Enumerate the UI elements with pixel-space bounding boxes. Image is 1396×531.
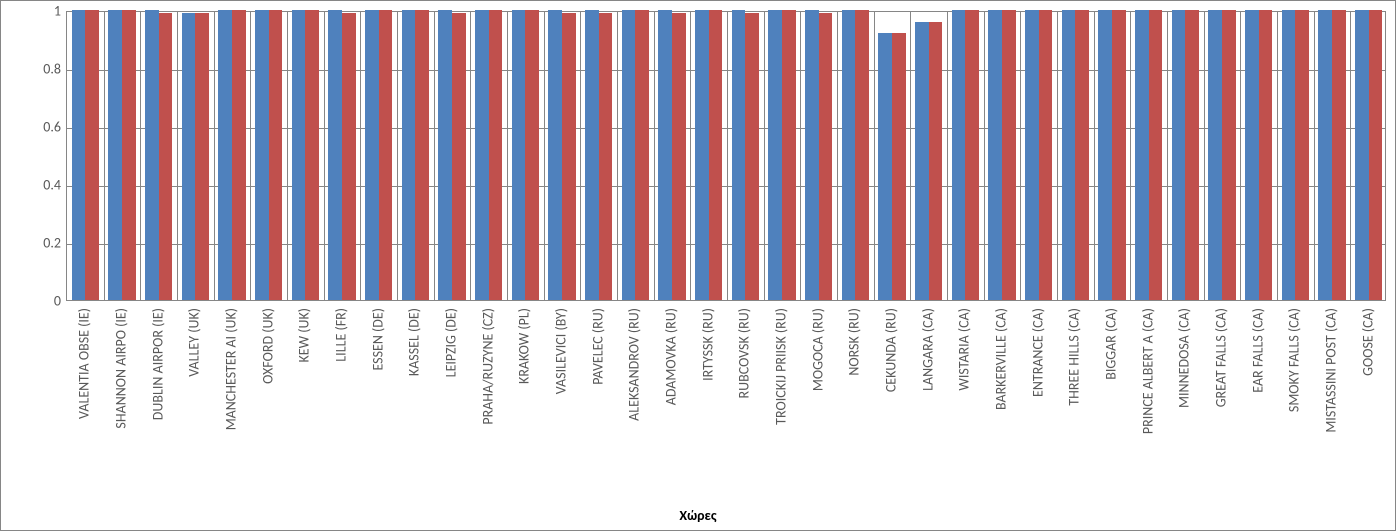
x-tick-label: PRINCE ALBERT A (CA) (1148, 182, 1165, 308)
x-tick-label: VASILEVICI (BY) (561, 222, 578, 308)
bar (475, 10, 489, 300)
x-tick-label: PAVELEC (RU) (598, 231, 615, 308)
x-tick-label: EAR FALLS (CA) (1258, 223, 1275, 308)
x-tick-label: RUBCOVSK (RU) (744, 218, 761, 308)
bar (1135, 10, 1149, 300)
x-tick-label: WISTARIA (CA) (964, 225, 981, 308)
bar (658, 10, 672, 300)
x-tick-label: ENTRANCE (CA) (1038, 219, 1055, 308)
y-tick-label: 0.6 (1, 119, 61, 136)
x-tick-label: NORSK (RU) (854, 240, 871, 308)
bar (255, 10, 269, 300)
bar (438, 10, 452, 300)
x-tick-label: KEW (UK) (304, 254, 321, 308)
bar (805, 10, 819, 300)
x-tick-label: TROICKIJ PRIISK (RU) (781, 191, 798, 308)
x-tick-label: MOGOCA (RU) (818, 225, 835, 308)
x-tick-label: THREE HILLS (CA) (1074, 210, 1091, 308)
x-tick-label: BARKERVILLE (CA) (1001, 206, 1018, 308)
x-tick-label: GOOSE (CA) (1368, 240, 1385, 308)
bar (585, 10, 599, 300)
bar (328, 10, 342, 300)
bar (145, 10, 159, 300)
x-tick-label: OXFORD (UK) (268, 232, 285, 308)
x-tick-label: MINNEDOSA (CA) (1184, 208, 1201, 308)
y-tick-label: 0 (1, 293, 61, 310)
bar (1025, 10, 1039, 300)
x-tick-label: LILLE (FR) (341, 254, 358, 308)
bar (695, 10, 709, 300)
bar (1355, 10, 1369, 300)
x-tick-label: VALLEY (UK) (194, 239, 211, 308)
x-tick-label: VALENTIA OBSE (IE) (84, 197, 101, 308)
bar (915, 22, 929, 300)
x-tick-label: BIGGAR (CA) (1111, 236, 1128, 308)
y-tick-label: 0.4 (1, 177, 61, 194)
x-tick-label: ALEKSANDROV (RU) (634, 195, 651, 308)
bar (988, 10, 1002, 300)
bar (1318, 10, 1332, 300)
bar (878, 33, 892, 300)
bar (108, 10, 122, 300)
bar (1245, 10, 1259, 300)
bar (1098, 10, 1112, 300)
x-tick-label: GREAT FALLS (CA) (1221, 209, 1238, 308)
x-tick-label: ADAMOVKA (RU) (671, 211, 688, 308)
x-tick-label: MISTASSINI POST (CA) (1331, 183, 1348, 308)
bar (218, 10, 232, 300)
x-tick-label: SMOKY FALLS (CA) (1294, 204, 1311, 308)
x-tick-label: CEKUNDA (RU) (891, 224, 908, 308)
y-tick-label: 0.2 (1, 235, 61, 252)
x-tick-label: MANCHESTER AI (UK) (231, 186, 248, 308)
x-tick-label: ESSEN (DE) (378, 245, 395, 308)
x-axis-title: Χώρες (1, 507, 1395, 524)
x-tick-label: PRAHA/RUZYNE (CZ) (488, 191, 505, 308)
x-tick-label: KASSEL (DE) (414, 240, 431, 308)
x-tick-label: LEIPZIG (DE) (451, 239, 468, 308)
chart-frame: Συντελεστής συσχέτισης ρ 00.20.40.60.81 … (0, 0, 1396, 531)
x-axis-labels: VALENTIA OBSE (IE)SHANNON AIRPO (IE)DUBL… (66, 304, 1386, 504)
x-tick-label: LANGARA (CA) (928, 225, 945, 308)
x-tick-label: KRAKOW (PL) (524, 232, 541, 308)
bar (768, 10, 782, 300)
bar (365, 10, 379, 300)
x-tick-label: SHANNON AIRPO (IE) (121, 187, 138, 308)
bar (1208, 10, 1222, 300)
bar (548, 10, 562, 300)
y-tick-label: 1 (1, 3, 61, 20)
x-tick-label: DUBLIN AIRPOR (IE) (158, 196, 175, 308)
x-tick-label: IRTYSSK (RU) (708, 235, 725, 308)
y-tick-label: 0.8 (1, 61, 61, 78)
